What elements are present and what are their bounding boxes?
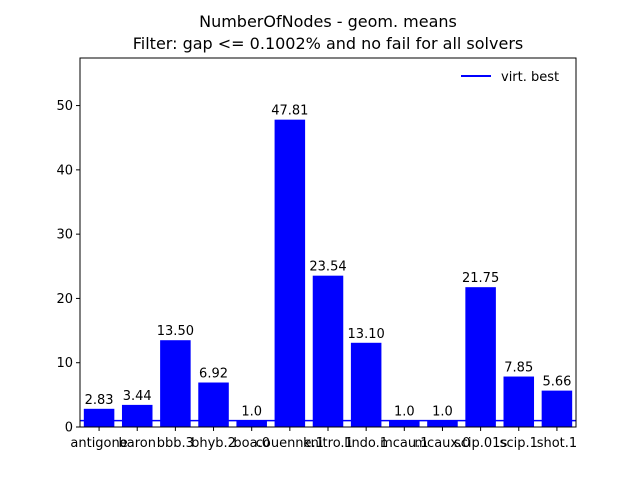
value-label: 6.92	[199, 367, 228, 382]
x-tick-label: antigone	[70, 436, 127, 451]
value-label: 1.0	[241, 405, 262, 420]
value-label: 7.85	[504, 361, 533, 376]
x-tick-label: lindo.1	[344, 436, 388, 451]
x-tick-label: scip.1	[500, 436, 538, 451]
value-label: 47.81	[271, 104, 308, 119]
x-tick-label: couenne.1	[256, 436, 324, 451]
bars-group	[83, 119, 573, 428]
bar-knitro.1	[312, 275, 344, 427]
y-tick-label: 30	[56, 228, 73, 243]
bar-bbb.3	[160, 340, 191, 427]
bar-lindo.1	[350, 342, 382, 427]
x-tick-label: knitro.1	[303, 436, 353, 451]
x-tick-label: scip.01s	[454, 436, 507, 451]
value-label: 13.10	[348, 327, 385, 342]
x-tick-label: shot.1	[537, 436, 577, 451]
y-tick-label: 40	[56, 163, 73, 178]
y-tick-label: 0	[65, 421, 73, 436]
plot-frame	[79, 57, 577, 428]
x-tick-label: boa.0	[233, 436, 270, 451]
x-tick-label: bhyb.2	[191, 436, 236, 451]
value-label: 1.0	[432, 405, 453, 420]
chart-subtitle: Filter: gap <= 0.1002% and no fail for a…	[133, 34, 523, 53]
chart-title: NumberOfNodes - geom. means	[199, 12, 457, 31]
bar-mcaux.0	[427, 420, 458, 427]
y-tick-label: 50	[56, 99, 73, 114]
value-label: 13.50	[157, 324, 194, 339]
bar-bhyb.2	[198, 382, 229, 427]
y-tick-label: 20	[56, 292, 73, 307]
value-label: 21.75	[462, 271, 499, 286]
legend-label: virt. best	[501, 70, 559, 85]
value-label: 23.54	[309, 260, 346, 275]
x-tick-label: baron	[118, 436, 155, 451]
value-labels-group: 2.83 3.44 13.50 6.92 1.0 47.81 23.54 13.10 1.0 1.…	[85, 104, 572, 420]
bar-baron	[121, 404, 153, 427]
bar-antigone	[83, 408, 115, 427]
bar-couenne.1	[274, 119, 306, 428]
x-tick-label: mcau.1	[380, 436, 428, 451]
bar-scip.01s	[465, 287, 496, 427]
value-label: 2.83	[85, 393, 114, 408]
legend: virt. best	[461, 70, 559, 85]
value-label: 3.44	[123, 389, 152, 404]
bar-scip.1	[503, 376, 535, 427]
value-label: 1.0	[394, 405, 415, 420]
x-tick-label: mcaux.0	[414, 436, 470, 451]
x-tick-label: bbb.3	[157, 436, 194, 451]
value-label: 5.66	[542, 375, 571, 390]
bar-mcau.1	[389, 420, 420, 427]
bar-boa.0	[236, 420, 267, 427]
bar-shot.1	[541, 390, 573, 427]
y-axis: 0 10 20 30 40 50	[56, 99, 80, 436]
y-tick-label: 10	[56, 356, 73, 371]
